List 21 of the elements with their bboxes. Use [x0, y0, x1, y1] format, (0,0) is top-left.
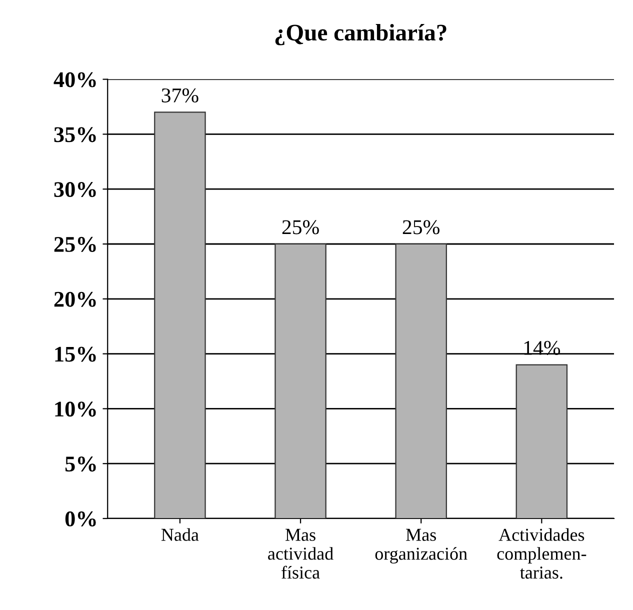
bar	[516, 364, 568, 518]
x-tick-label: Actividades complemen- tarias.	[497, 528, 586, 579]
x-tick-label: Nada	[161, 528, 199, 541]
y-tick-label: 5%	[65, 456, 96, 472]
y-tick-label: 40%	[54, 72, 96, 88]
data-label: 25%	[402, 220, 440, 234]
chart-title: ¿Que cambiaría?	[275, 24, 446, 46]
x-tick-label: Mas organización	[375, 528, 468, 564]
bar	[274, 243, 326, 518]
y-tick-label: 25%	[54, 236, 96, 252]
y-tick-label: 0%	[65, 511, 96, 526]
y-tick-label: 15%	[55, 346, 96, 362]
bar	[154, 112, 206, 518]
bar	[395, 243, 447, 518]
y-tick-label: 20%	[54, 292, 96, 307]
y-tick-label: 30%	[54, 182, 96, 198]
x-tick-label: Mas actividad física	[268, 528, 334, 579]
data-label: 37%	[162, 88, 198, 103]
y-tick-label: 35%	[54, 127, 96, 142]
y-tick-label: 10%	[55, 402, 96, 417]
data-label: 25%	[282, 220, 319, 234]
